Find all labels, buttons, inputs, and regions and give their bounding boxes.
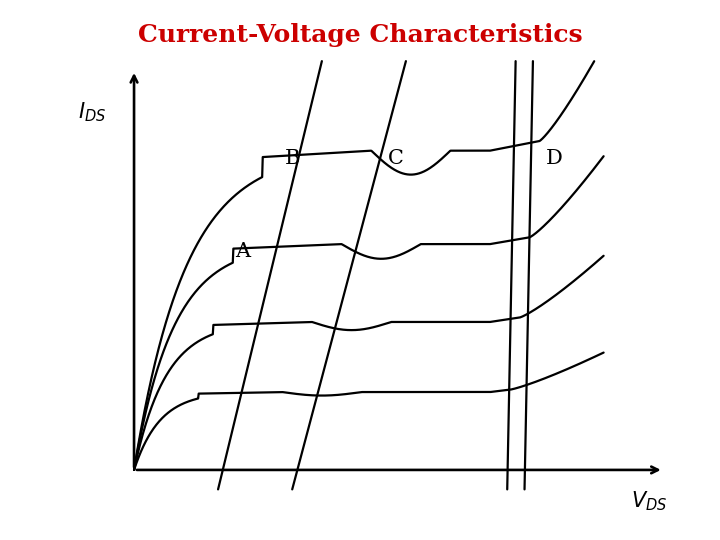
Text: Current-Voltage Characteristics: Current-Voltage Characteristics — [138, 23, 582, 47]
Text: A: A — [235, 242, 251, 261]
Text: $I_{DS}$: $I_{DS}$ — [78, 100, 106, 124]
Text: C: C — [388, 149, 404, 168]
Text: $V_{DS}$: $V_{DS}$ — [631, 490, 667, 514]
Text: D: D — [546, 149, 562, 168]
Text: B: B — [284, 149, 300, 168]
